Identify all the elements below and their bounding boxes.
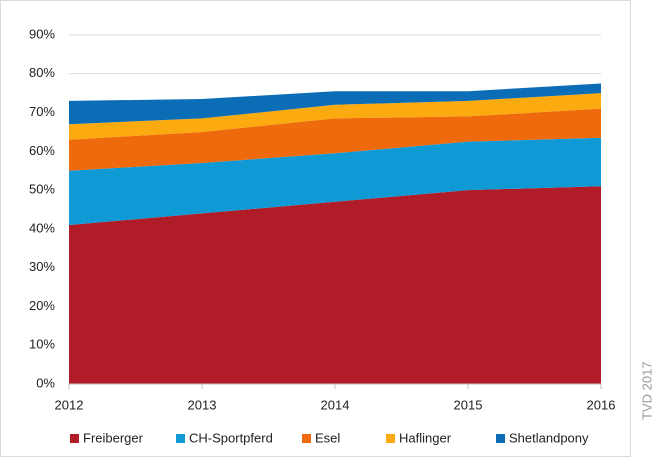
area <box>69 83 601 125</box>
y-tick-label: 0% <box>36 375 55 390</box>
y-tick-label: 40% <box>29 220 55 235</box>
legend-label: CH-Sportpferd <box>189 430 273 445</box>
y-tick-label: 30% <box>29 259 55 274</box>
area <box>69 108 601 171</box>
y-tick-label: 20% <box>29 298 55 313</box>
legend-label: Esel <box>315 430 340 445</box>
legend-swatch <box>176 434 185 443</box>
x-tick-label: 2013 <box>188 397 217 412</box>
area <box>69 186 601 384</box>
y-tick-label: 70% <box>29 104 55 119</box>
y-tick-label: 10% <box>29 337 55 352</box>
legend-label: Freiberger <box>83 430 144 445</box>
legend-label: Shetlandpony <box>509 430 589 445</box>
y-tick-label: 90% <box>29 26 55 41</box>
legend-label: Haflinger <box>399 430 452 445</box>
x-tick-label: 2014 <box>321 397 350 412</box>
area <box>69 137 601 226</box>
legend-swatch <box>70 434 79 443</box>
x-tick-label: 2016 <box>587 397 616 412</box>
legend-swatch <box>496 434 505 443</box>
legend-swatch <box>386 434 395 443</box>
y-tick-label: 80% <box>29 65 55 80</box>
x-tick-label: 2012 <box>55 397 84 412</box>
legend-swatch <box>302 434 311 443</box>
annotation: TVD 2017 <box>639 361 654 420</box>
y-tick-label: 50% <box>29 182 55 197</box>
x-tick-label: 2015 <box>454 397 483 412</box>
area <box>69 93 601 140</box>
y-tick-label: 60% <box>29 143 55 158</box>
